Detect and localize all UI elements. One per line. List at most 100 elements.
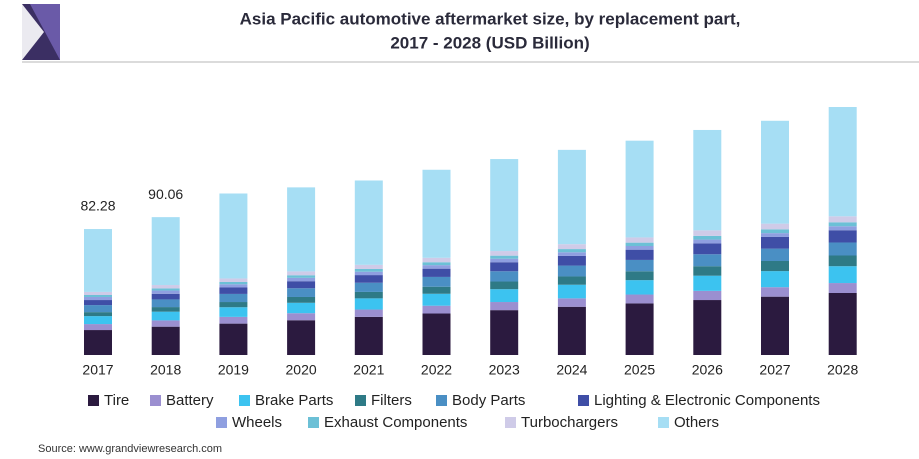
bar-segment bbox=[761, 271, 789, 288]
bar-segment bbox=[151, 217, 180, 286]
bar-segment bbox=[422, 313, 451, 355]
bar-segment bbox=[557, 298, 586, 307]
legend-swatch bbox=[505, 417, 516, 428]
bar-segment bbox=[287, 296, 316, 303]
bar-segment bbox=[354, 268, 383, 272]
bar-segment bbox=[287, 277, 316, 282]
bar-segment bbox=[219, 323, 248, 355]
bar-segment bbox=[490, 258, 519, 263]
chart-title: Asia Pacific automotive aftermarket size… bbox=[240, 9, 741, 28]
bar-segment bbox=[828, 107, 857, 217]
bar-segment bbox=[354, 309, 383, 317]
legend-label: Turbochargers bbox=[521, 414, 618, 431]
bar-segment bbox=[422, 257, 451, 263]
legend-swatch bbox=[355, 395, 366, 406]
bar-segment bbox=[151, 311, 180, 321]
bar-segment bbox=[422, 262, 451, 266]
bar-segment bbox=[693, 266, 722, 276]
bar-segment bbox=[490, 255, 519, 259]
bar-segment bbox=[84, 291, 112, 295]
bar-segment bbox=[354, 271, 383, 276]
bar-segment bbox=[557, 149, 586, 245]
bar-segment bbox=[287, 313, 316, 321]
bar-segment bbox=[625, 237, 654, 243]
bar-segment bbox=[422, 169, 451, 258]
bar-segment bbox=[354, 291, 383, 299]
bar-segment bbox=[354, 298, 383, 310]
bar-segment bbox=[287, 271, 316, 276]
bar-segment bbox=[422, 268, 451, 277]
bar-segment bbox=[151, 307, 180, 312]
x-tick-label: 2026 bbox=[692, 362, 723, 378]
bar-segment bbox=[761, 287, 789, 297]
legend-swatch bbox=[436, 395, 447, 406]
bar-segment bbox=[219, 307, 248, 317]
bar-segment bbox=[219, 281, 248, 285]
bar-segment bbox=[761, 120, 789, 224]
logo-notch bbox=[22, 4, 44, 60]
bar-segment bbox=[557, 252, 586, 256]
bar-segment bbox=[151, 290, 180, 294]
bar-segment bbox=[625, 303, 654, 355]
bar-segment bbox=[287, 288, 316, 297]
bar-segment bbox=[625, 259, 654, 272]
bar-segment bbox=[354, 180, 383, 265]
bar-segment bbox=[151, 285, 180, 289]
bar-segment bbox=[761, 296, 789, 355]
bar-segment bbox=[557, 249, 586, 253]
bar-segment bbox=[828, 283, 857, 293]
bar-segment bbox=[219, 316, 248, 324]
bar-segment bbox=[693, 129, 722, 231]
bar-segment bbox=[151, 326, 180, 355]
legend-label: Filters bbox=[371, 392, 412, 409]
bar-segment bbox=[557, 284, 586, 299]
bar-segment bbox=[625, 140, 654, 238]
bar-segment bbox=[287, 320, 316, 355]
bar-segment bbox=[287, 187, 316, 272]
bar-segment bbox=[422, 305, 451, 314]
legend-swatch bbox=[150, 395, 161, 406]
bar-segment bbox=[625, 246, 654, 250]
legend-swatch bbox=[308, 417, 319, 428]
bar-segment bbox=[625, 280, 654, 295]
legend-label: Brake Parts bbox=[255, 392, 333, 409]
bar-segment bbox=[693, 235, 722, 240]
legend-swatch bbox=[658, 417, 669, 428]
chart-title: 2017 - 2028 (USD Billion) bbox=[390, 33, 589, 52]
bar-segment bbox=[354, 264, 383, 269]
bar-segment bbox=[422, 276, 451, 287]
x-tick-label: 2025 bbox=[624, 362, 655, 378]
bar-segment bbox=[828, 222, 857, 227]
x-tick-label: 2019 bbox=[218, 362, 249, 378]
legend-label: Lighting & Electronic Components bbox=[594, 392, 820, 409]
x-tick-label: 2018 bbox=[150, 362, 181, 378]
x-tick-label: 2027 bbox=[759, 362, 790, 378]
bar-segment bbox=[84, 324, 112, 331]
bar-segment bbox=[490, 271, 519, 282]
bar-segment bbox=[84, 316, 112, 325]
bar-segment bbox=[761, 223, 789, 230]
bar-segment bbox=[490, 262, 519, 272]
total-label: 82.28 bbox=[80, 198, 115, 214]
x-tick-label: 2023 bbox=[489, 362, 520, 378]
bar-segment bbox=[828, 226, 857, 231]
bar-segment bbox=[828, 242, 857, 256]
x-tick-label: 2024 bbox=[556, 362, 587, 378]
bar-segment bbox=[625, 249, 654, 260]
bar-segment bbox=[693, 275, 722, 291]
bar-segment bbox=[557, 255, 586, 266]
bar-segment bbox=[557, 306, 586, 355]
source: Source: www.grandviewresearch.com bbox=[38, 443, 222, 455]
bar-segment bbox=[151, 320, 180, 327]
bar-segment bbox=[557, 276, 586, 285]
x-tick-label: 2017 bbox=[82, 362, 113, 378]
bar-segment bbox=[625, 294, 654, 304]
legend-label: Battery bbox=[166, 392, 214, 409]
bar-segment bbox=[828, 216, 857, 223]
bar-segment bbox=[354, 282, 383, 292]
bar-segment bbox=[625, 271, 654, 281]
bar-segment bbox=[625, 242, 654, 247]
bar-segment bbox=[828, 293, 857, 355]
bar-segment bbox=[151, 288, 180, 291]
